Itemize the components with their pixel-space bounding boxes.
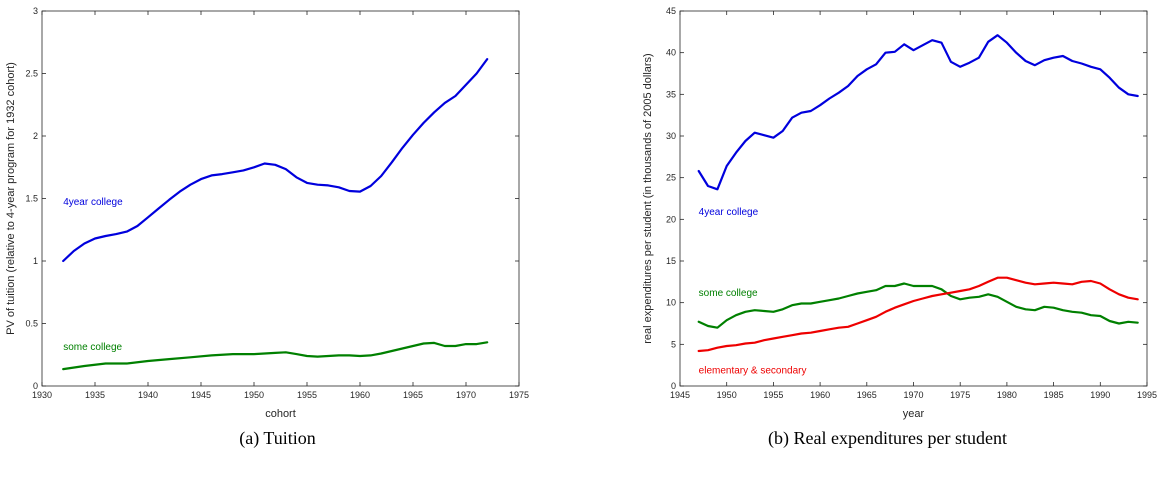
x-axis-label: year [903,408,925,420]
x-tick-label: 1965 [403,390,423,400]
series-line-some-college [62,341,489,371]
x-tick-label: 1945 [191,390,211,400]
chart-expenditures: 1945 1950 1955 1960 1965 1970 1975 1980 1985 1990… [642,6,1157,420]
annotation-some-college: some college [699,288,758,299]
annotation-4year-college: 4year college [63,197,123,208]
annotation-some-college: some college [63,342,122,353]
x-tick-label: 1945 [670,390,690,400]
y-tick-label: 1.5 [25,194,38,204]
x-tick-label: 1940 [138,390,158,400]
y-tick-label: 0 [671,381,676,391]
series-line-some-college [697,282,1139,329]
y-tick-label: 20 [666,214,676,224]
y-tick-label: 25 [666,173,676,183]
y-tick-label: 40 [666,48,676,58]
y-tick-label: 30 [666,131,676,141]
x-axis-label: cohort [265,408,296,420]
y-axis-label: real expenditures per student (in thousa… [642,53,654,343]
x-tick-label: 1955 [297,390,317,400]
y-tick-label: 1 [33,256,38,266]
x-tick-label: 1975 [509,390,529,400]
series-line-elementary-secondary [697,276,1139,353]
series-line-4year-college [62,57,489,263]
caption-a: (a) Tuition [239,428,316,448]
x-tick-label: 1975 [950,390,970,400]
x-tick-label: 1995 [1137,390,1157,400]
y-tick-label: 3 [33,6,38,16]
y-tick-label: 0.5 [25,319,38,329]
x-tick-label: 1930 [32,390,52,400]
y-tick-label: 0 [33,381,38,391]
x-tick-label: 1955 [763,390,783,400]
x-tick-label: 1950 [244,390,264,400]
y-tick-label: 15 [666,256,676,266]
y-tick-label: 2.5 [25,69,38,79]
x-tick-label: 1970 [903,390,923,400]
x-tick-label: 1980 [997,390,1017,400]
y-tick-label: 5 [671,339,676,349]
chart-tuition: 1930 1935 1940 1945 1950 1955 1960 1965 1970 1975… [5,6,529,420]
annotation-4year-college: 4year college [699,207,759,218]
series-line-4year-college [697,34,1139,191]
x-tick-label: 1970 [456,390,476,400]
y-tick-label: 2 [33,131,38,141]
x-tick-label: 1965 [857,390,877,400]
x-tick-label: 1960 [350,390,370,400]
x-tick-label: 1935 [85,390,105,400]
y-tick-label: 35 [666,89,676,99]
plot-frame [679,10,1148,387]
y-tick-label: 45 [666,6,676,16]
x-tick-label: 1990 [1090,390,1110,400]
annotation-elementary-secondary: elementary & secondary [699,366,807,377]
x-tick-label: 1960 [810,390,830,400]
x-tick-label: 1950 [717,390,737,400]
x-tick-label: 1985 [1044,390,1064,400]
y-axis-label: PV of tuition (relative to 4-year progra… [5,62,17,335]
y-tick-label: 10 [666,298,676,308]
caption-b: (b) Real expenditures per student [768,428,1007,448]
